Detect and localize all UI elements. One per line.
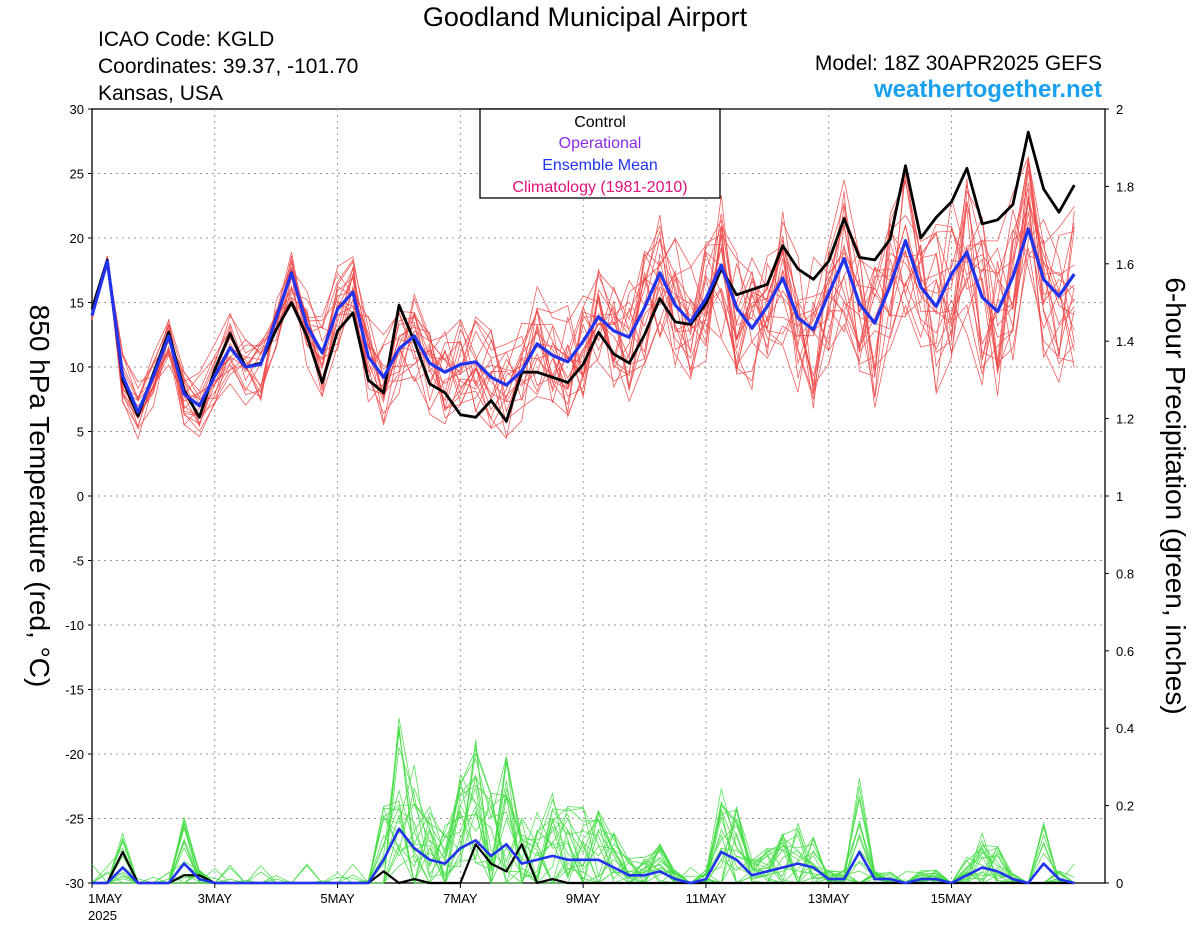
y-left-tick-label: 20	[70, 231, 84, 246]
y-right-tick-label: 1.6	[1116, 257, 1134, 272]
legend-entry-climatology: Climatology (1981-2010)	[512, 179, 687, 196]
gridlines	[92, 109, 1105, 883]
y-axis-left-label: 850 hPa Temperature (red, °C)	[24, 305, 55, 688]
y-right-tick-label: 0.8	[1116, 566, 1134, 581]
x-tick-label: 1MAY	[88, 891, 123, 906]
x-tick-label: 13MAY	[808, 891, 850, 906]
temperature-member-line	[91, 155, 1075, 414]
temperature-member-line	[91, 158, 1075, 440]
y-right-tick-label: 0.2	[1116, 799, 1134, 814]
legend-entry-control: Control	[574, 114, 626, 131]
x-tick-label: 11MAY	[686, 891, 727, 906]
y-right-tick-label: 0.6	[1116, 644, 1134, 659]
y-left-tick-label: 30	[70, 102, 84, 117]
legend: Control Operational Ensemble Mean Climat…	[479, 108, 721, 199]
x-tick-label: 3MAY	[198, 891, 233, 906]
chart-title: Goodland Municipal Airport	[422, 2, 748, 32]
axis-ticks: 302520151050-5-10-15-20-25-3021.81.61.41…	[65, 102, 1134, 923]
site-link[interactable]: weathertogether.net	[873, 76, 1102, 103]
y-right-tick-label: 1.8	[1116, 179, 1134, 194]
y-left-tick-label: 0	[77, 489, 84, 504]
y-left-tick-label: -15	[65, 683, 84, 698]
temperature-member-line	[91, 178, 1075, 409]
temperature-member-line	[91, 170, 1075, 427]
y-left-tick-label: -25	[65, 812, 84, 827]
coordinates: Coordinates: 39.37, -101.70	[98, 55, 359, 78]
y-left-tick-label: -10	[65, 618, 84, 633]
y-left-tick-label: 15	[70, 296, 84, 311]
x-tick-label: 9MAY	[566, 891, 601, 906]
legend-entry-ensemble-mean: Ensemble Mean	[542, 157, 658, 174]
temperature-member-line	[91, 163, 1075, 411]
region: Kansas, USA	[98, 82, 223, 105]
y-left-tick-label: -20	[65, 747, 84, 762]
ensemble-mean-temperature-line	[90, 227, 1076, 414]
temperature-member-line	[91, 188, 1075, 423]
x-tick-label: 5MAY	[320, 891, 355, 906]
icao-code: ICAO Code: KGLD	[98, 28, 275, 51]
x-tick-label: 15MAY	[931, 891, 973, 906]
temperature-member-line	[91, 201, 1075, 424]
x-tick-label: 7MAY	[443, 891, 478, 906]
model-run: Model: 18Z 30APR2025 GEFS	[814, 52, 1102, 75]
y-right-tick-label: 1.4	[1116, 334, 1134, 349]
y-left-tick-label: 25	[70, 167, 84, 182]
y-axis-right-label: 6-hour Precipitation (green, inches)	[1160, 277, 1191, 714]
temperature-member-line	[91, 180, 1075, 414]
ensemble-mean-precipitation-line	[92, 827, 1075, 885]
legend-box	[479, 108, 721, 199]
y-left-tick-label: 5	[77, 425, 84, 440]
temperature-member-line	[91, 185, 1075, 405]
y-right-tick-label: 0	[1116, 876, 1123, 891]
legend-entry-operational: Operational	[559, 135, 642, 152]
y-right-tick-label: 1.2	[1116, 412, 1134, 427]
y-left-tick-label: -5	[72, 554, 84, 569]
y-right-tick-label: 2	[1116, 102, 1123, 117]
temperature-member-line	[91, 163, 1075, 429]
y-right-tick-label: 0.4	[1116, 721, 1134, 736]
y-right-tick-label: 1	[1116, 489, 1123, 504]
y-left-tick-label: 10	[70, 360, 84, 375]
y-left-tick-label: -30	[65, 876, 84, 891]
x-year-label: 2025	[88, 908, 117, 923]
